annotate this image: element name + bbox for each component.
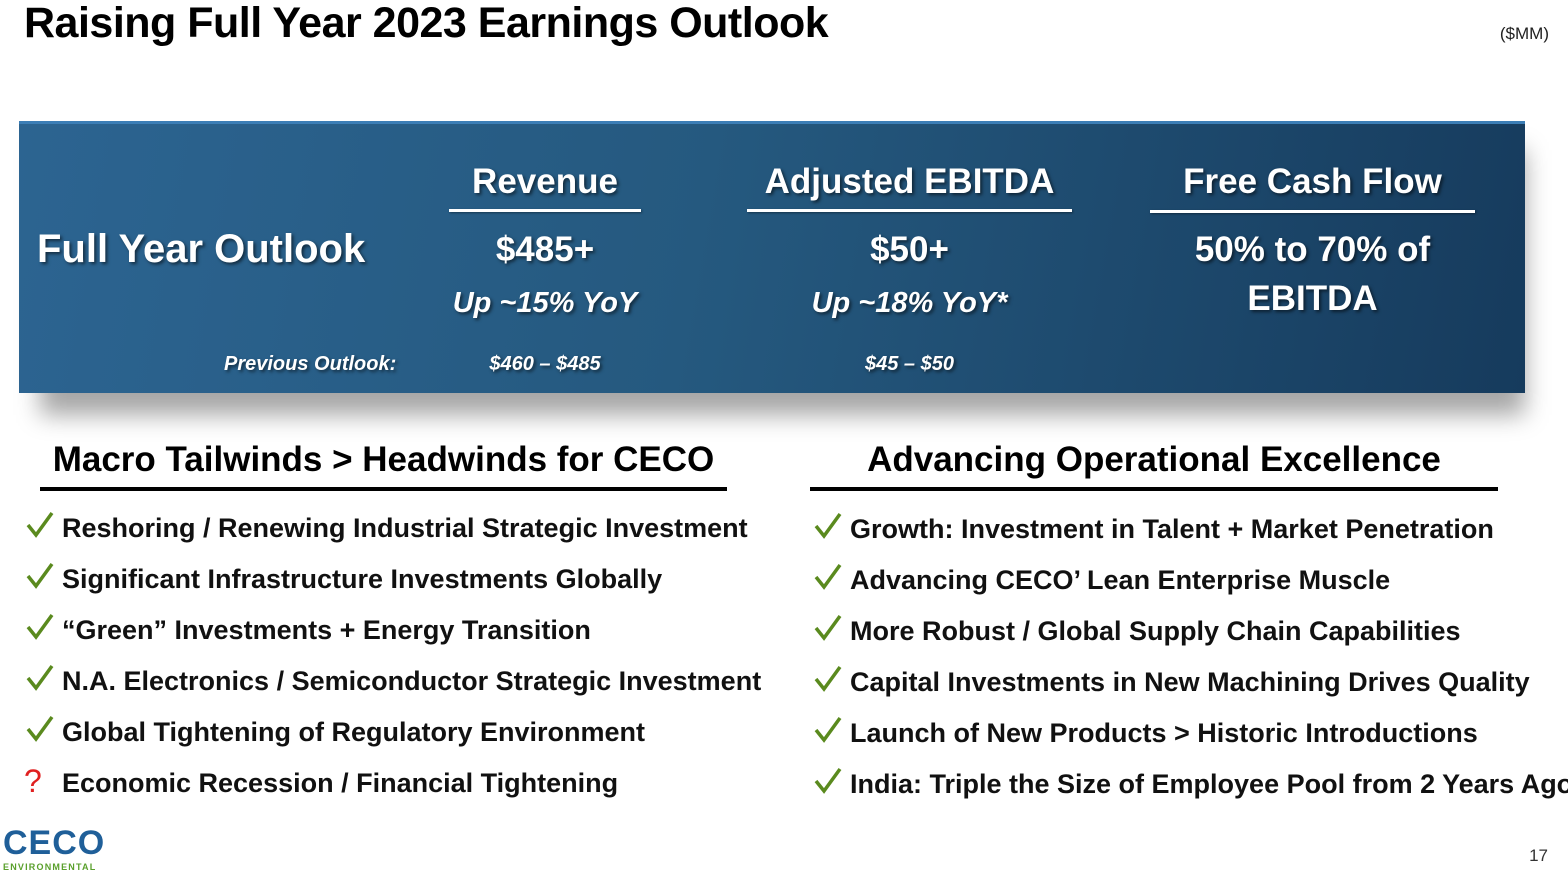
page-number: 17: [1529, 846, 1548, 865]
ebitda-header-underline: [747, 209, 1072, 212]
revenue-header-underline: [449, 209, 641, 212]
list-item: Significant Infrastructure Investments G…: [62, 564, 663, 594]
revenue-growth: Up ~15% YoY: [452, 287, 638, 319]
check-icon: [26, 664, 54, 691]
list-item: Growth: Investment in Talent + Market Pe…: [850, 514, 1494, 544]
check-icon: [814, 512, 842, 539]
logo-subtitle: ENVIRONMENTAL: [3, 862, 97, 872]
ceco-logo: CECO ENVIRONMENTAL: [3, 826, 105, 872]
list-item: Capital Investments in New Machining Dri…: [850, 667, 1530, 697]
check-icon: [26, 511, 54, 538]
left-section-heading: Macro Tailwinds > Headwinds for CECO: [52, 440, 715, 479]
revenue-header: Revenue: [472, 162, 618, 201]
left-section-underline: [40, 487, 727, 491]
ebitda-growth: Up ~18% YoY*: [811, 287, 1008, 319]
fcf-header-underline: [1150, 210, 1475, 213]
list-item: “Green” Investments + Energy Transition: [62, 615, 591, 645]
list-item: N.A. Electronics / Semiconductor Strateg…: [62, 666, 762, 696]
right-section-heading: Advancing Operational Excellence: [867, 440, 1441, 479]
list-item: India: Triple the Size of Employee Pool …: [850, 769, 1568, 799]
ebitda-previous: $45 – $50: [865, 353, 954, 375]
check-icon: [814, 665, 842, 692]
previous-outlook-label: Previous Outlook:: [224, 353, 397, 375]
revenue-previous: $460 – $485: [489, 353, 601, 375]
list-item: Global Tightening of Regulatory Environm…: [62, 717, 646, 747]
question-icon: ?: [24, 763, 42, 799]
ebitda-value: $50+: [870, 230, 949, 269]
list-item: Launch of New Products > Historic Introd…: [850, 718, 1478, 748]
check-icon: [26, 562, 54, 589]
list-item: Advancing CECO’ Lean Enterprise Muscle: [850, 565, 1391, 595]
check-icon: [26, 613, 54, 640]
page-title: Raising Full Year 2023 Earnings Outlook: [24, 0, 829, 47]
outlook-panel: Full Year Outlook Revenue $485+ Up ~15% …: [19, 121, 1525, 393]
fcf-value-line1: 50% to 70% of: [1194, 230, 1431, 269]
list-item: Economic Recession / Financial Tightenin…: [62, 768, 619, 798]
logo-word: CECO: [3, 824, 106, 862]
list-item: More Robust / Global Supply Chain Capabi…: [850, 616, 1461, 646]
check-icon: [814, 716, 842, 743]
right-section-underline: [810, 487, 1498, 491]
check-icon: [814, 614, 842, 641]
fcf-header: Free Cash Flow: [1183, 162, 1442, 201]
fcf-value-line2: EBITDA: [1247, 279, 1378, 318]
check-icon: [814, 563, 842, 590]
full-year-outlook-label: Full Year Outlook: [37, 227, 366, 271]
revenue-value: $485+: [495, 230, 595, 269]
units-label: ($MM): [1499, 24, 1549, 43]
ebitda-header: Adjusted EBITDA: [764, 162, 1055, 201]
check-icon: [814, 767, 842, 794]
check-icon: [26, 715, 54, 742]
list-item: Reshoring / Renewing Industrial Strategi…: [62, 513, 748, 543]
